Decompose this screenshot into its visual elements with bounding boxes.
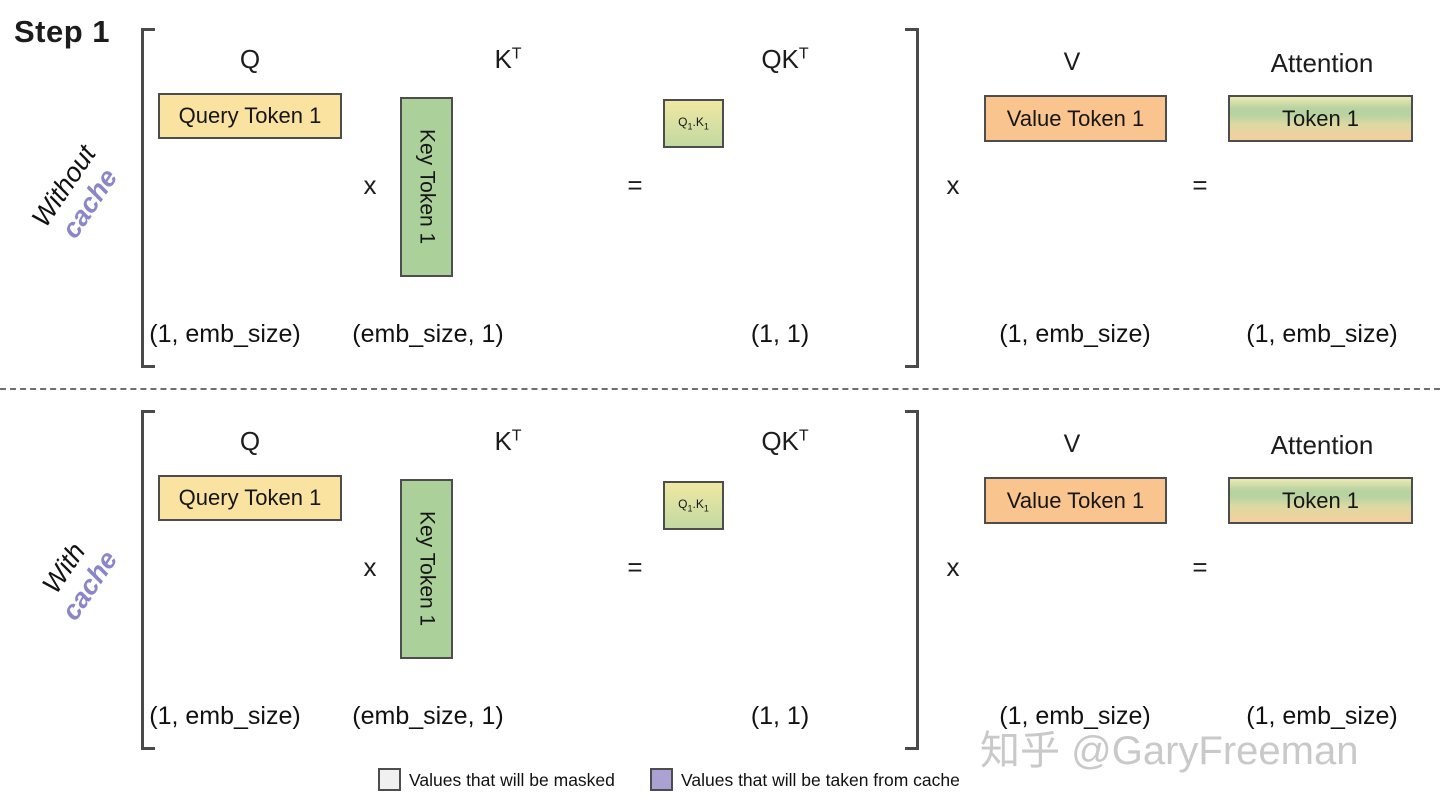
kt-column-header: KT (494, 426, 522, 456)
row-label-without-cache: Without cache (0, 102, 165, 288)
v-column-header: V (1063, 48, 1081, 76)
matrix-bracket-left (141, 28, 155, 368)
legend-cache-label: Values that will be taken from cache (681, 770, 960, 790)
qk-shape-label: (1, 1) (750, 702, 810, 730)
watermark: 知乎 @GaryFreeman (980, 729, 1359, 773)
dashed-separator (0, 388, 1440, 390)
equals-operator: = (627, 170, 643, 200)
attention-shape-label: (1, emb_size) (1246, 702, 1398, 730)
step-title: Step 1 (14, 14, 111, 49)
k-shape-label: (emb_size, 1) (352, 320, 504, 348)
attention-token-box: Token 1 (1228, 95, 1413, 142)
value-token-box: Value Token 1 (984, 95, 1167, 142)
multiply-operator: x (363, 552, 377, 582)
key-token-box: Key Token 1 (400, 97, 453, 277)
key-token-box: Key Token 1 (400, 479, 453, 659)
matrix-bracket-right (905, 28, 919, 368)
qk-product-box: Q1.K1 (663, 99, 724, 148)
legend-cache-swatch (650, 768, 673, 791)
attention-column-header: Attention (1270, 48, 1374, 78)
attention-shape-label: (1, emb_size) (1246, 320, 1398, 348)
row-without-cache: Without cache Q Query Token 1 KT Key Tok… (0, 0, 1440, 385)
row-with-cache: With cache Q Query Token 1 KT Key Token … (0, 382, 1440, 767)
v-shape-label: (1, emb_size) (999, 320, 1151, 348)
k-shape-label: (emb_size, 1) (352, 702, 504, 730)
attention-token-box: Token 1 (1228, 477, 1413, 524)
legend-masked-swatch (378, 768, 401, 791)
legend-masked-label: Values that will be masked (409, 770, 615, 790)
multiply-operator: x (363, 170, 377, 200)
q-column-header: Q (239, 426, 261, 456)
v-shape-label: (1, emb_size) (999, 702, 1151, 730)
matrix-bracket-right (905, 410, 919, 750)
kt-column-header: KT (494, 44, 522, 74)
equals-operator-2: = (1192, 170, 1208, 200)
multiply-operator-2: x (946, 170, 960, 200)
q-shape-label: (1, emb_size) (149, 702, 301, 730)
v-column-header: V (1063, 430, 1081, 458)
multiply-operator-2: x (946, 552, 960, 582)
equals-operator: = (627, 552, 643, 582)
query-token-box: Query Token 1 (158, 93, 342, 139)
q-column-header: Q (239, 44, 261, 74)
matrix-bracket-left (141, 410, 155, 750)
qkt-column-header: QKT (761, 426, 809, 456)
qkt-column-header: QKT (761, 44, 809, 74)
q-shape-label: (1, emb_size) (149, 320, 301, 348)
value-token-box: Value Token 1 (984, 477, 1167, 524)
qk-shape-label: (1, 1) (750, 320, 810, 348)
equals-operator-2: = (1192, 552, 1208, 582)
qk-product-box: Q1.K1 (663, 481, 724, 530)
query-token-box: Query Token 1 (158, 475, 342, 521)
row-label-with-cache: With cache (0, 484, 165, 670)
attention-column-header: Attention (1270, 430, 1374, 460)
